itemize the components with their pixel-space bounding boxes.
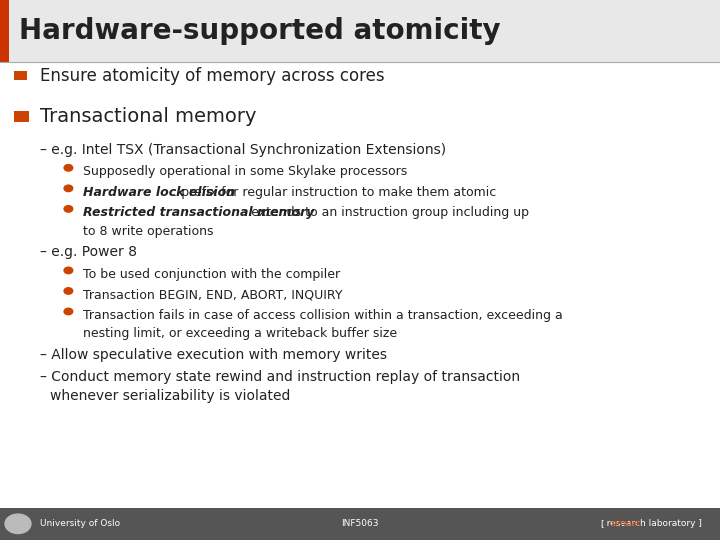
Text: Transactional memory: Transactional memory — [40, 107, 256, 126]
Text: whenever serializability is violated: whenever serializability is violated — [50, 389, 291, 403]
Circle shape — [64, 308, 73, 315]
Circle shape — [64, 288, 73, 294]
Text: INF5063: INF5063 — [341, 519, 379, 528]
Text: Restricted transactional memory: Restricted transactional memory — [83, 206, 314, 219]
Text: – e.g. Intel TSX (Transactional Synchronization Extensions): – e.g. Intel TSX (Transactional Synchron… — [40, 143, 446, 157]
Text: – Conduct memory state rewind and instruction replay of transaction: – Conduct memory state rewind and instru… — [40, 370, 520, 384]
Text: To be used conjunction with the compiler: To be used conjunction with the compiler — [83, 268, 340, 281]
Text: Hardware lock elision: Hardware lock elision — [83, 186, 235, 199]
Text: University of Oslo: University of Oslo — [40, 519, 120, 528]
Text: Hardware-supported atomicity: Hardware-supported atomicity — [19, 17, 501, 45]
Text: to 8 write operations: to 8 write operations — [83, 225, 213, 238]
Bar — [0, 0, 9, 62]
Text: simula: simula — [611, 519, 641, 528]
Text: – Allow speculative execution with memory writes: – Allow speculative execution with memor… — [40, 348, 387, 362]
Text: : extends to an instruction group including up: : extends to an instruction group includ… — [243, 206, 528, 219]
Text: Transaction fails in case of access collision within a transaction, exceeding a: Transaction fails in case of access coll… — [83, 309, 562, 322]
Text: Ensure atomicity of memory across cores: Ensure atomicity of memory across cores — [40, 66, 384, 85]
Text: Supposedly operational in some Skylake processors: Supposedly operational in some Skylake p… — [83, 165, 407, 178]
Text: . research laboratory ]: . research laboratory ] — [598, 519, 702, 528]
Bar — [14, 111, 29, 122]
Bar — [14, 71, 27, 80]
Text: Transaction BEGIN, END, ABORT, INQUIRY: Transaction BEGIN, END, ABORT, INQUIRY — [83, 288, 342, 301]
Circle shape — [64, 185, 73, 192]
Bar — [0, 0, 720, 62]
Text: – e.g. Power 8: – e.g. Power 8 — [40, 245, 137, 259]
Text: : prefix for regular instruction to make them atomic: : prefix for regular instruction to make… — [173, 186, 496, 199]
Circle shape — [64, 267, 73, 274]
Text: nesting limit, or exceeding a writeback buffer size: nesting limit, or exceeding a writeback … — [83, 327, 397, 340]
Text: [: [ — [601, 519, 608, 528]
Circle shape — [64, 206, 73, 212]
Circle shape — [5, 514, 31, 534]
Bar — [0, 508, 720, 540]
Circle shape — [64, 165, 73, 171]
